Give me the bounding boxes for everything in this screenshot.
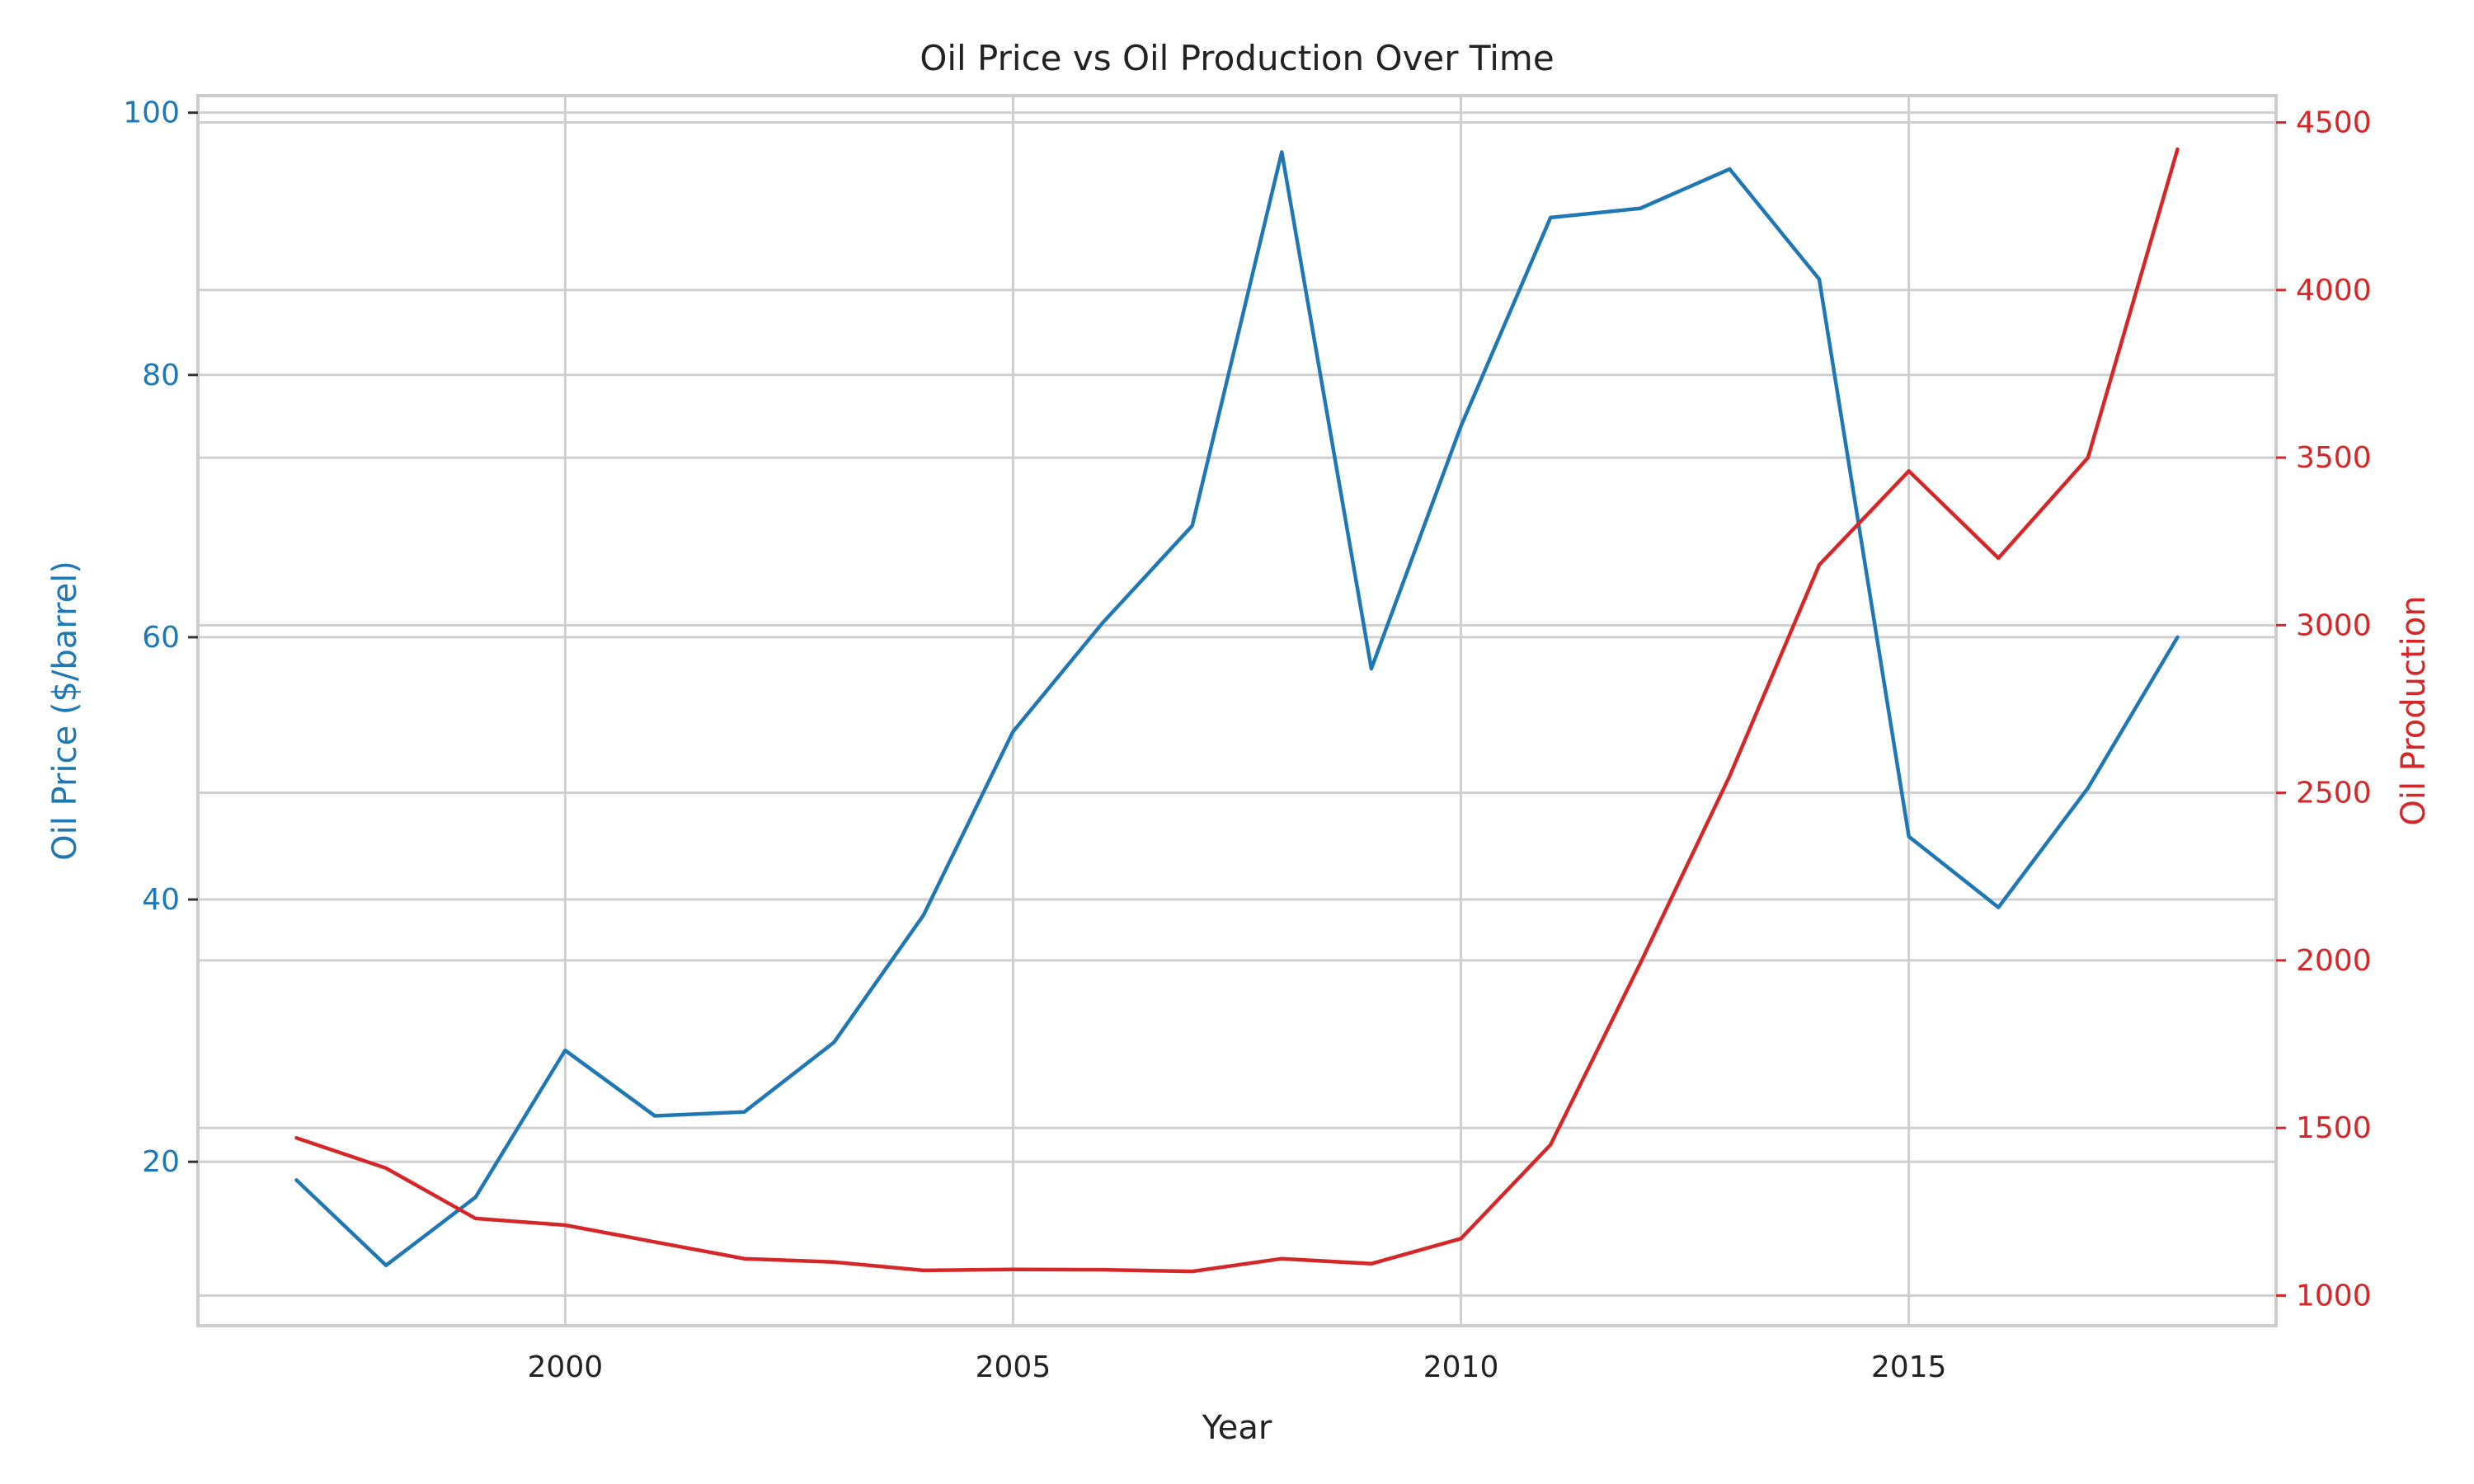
x-tick-label: 2015 (1871, 1350, 1947, 1384)
y-right-tick-label: 4000 (2296, 274, 2372, 308)
series-layer (294, 147, 2180, 1274)
y-left-tick-label: 80 (142, 359, 180, 392)
y-left-tick-label: 40 (142, 883, 180, 917)
oil-price-line (294, 150, 2180, 1268)
tick-layer: 2000 2005 2010 2015 20 40 60 80 100 1000 1500 2000 2… (123, 96, 2371, 1384)
x-tick-label: 2000 (528, 1350, 604, 1384)
y-axis-left-label: Oil Price ($/barrel) (46, 561, 84, 861)
y-right-tick-label: 1500 (2296, 1111, 2372, 1145)
x-tick-label: 2005 (976, 1350, 1051, 1384)
x-axis-label: Year (1202, 1409, 1272, 1447)
y-right-tick-label: 1000 (2296, 1279, 2372, 1313)
y-left-tick-label: 60 (142, 621, 180, 655)
chart-title: Oil Price vs Oil Production Over Time (920, 38, 1554, 78)
y-right-tick-label: 2500 (2296, 777, 2372, 810)
y-right-tick-label: 2000 (2296, 944, 2372, 978)
x-tick-label: 2010 (1423, 1350, 1499, 1384)
y-left-tick-label: 20 (142, 1145, 180, 1179)
oil-production-line (294, 147, 2180, 1274)
y-right-tick-label: 3000 (2296, 608, 2372, 642)
y-right-tick-label: 3500 (2296, 441, 2372, 475)
y-left-tick-label: 100 (123, 96, 180, 130)
grid-layer (198, 96, 2276, 1326)
y-axis-right-label: Oil Production (2395, 595, 2433, 825)
plot-frame (196, 94, 2278, 1327)
y-right-tick-label: 4500 (2296, 106, 2372, 140)
